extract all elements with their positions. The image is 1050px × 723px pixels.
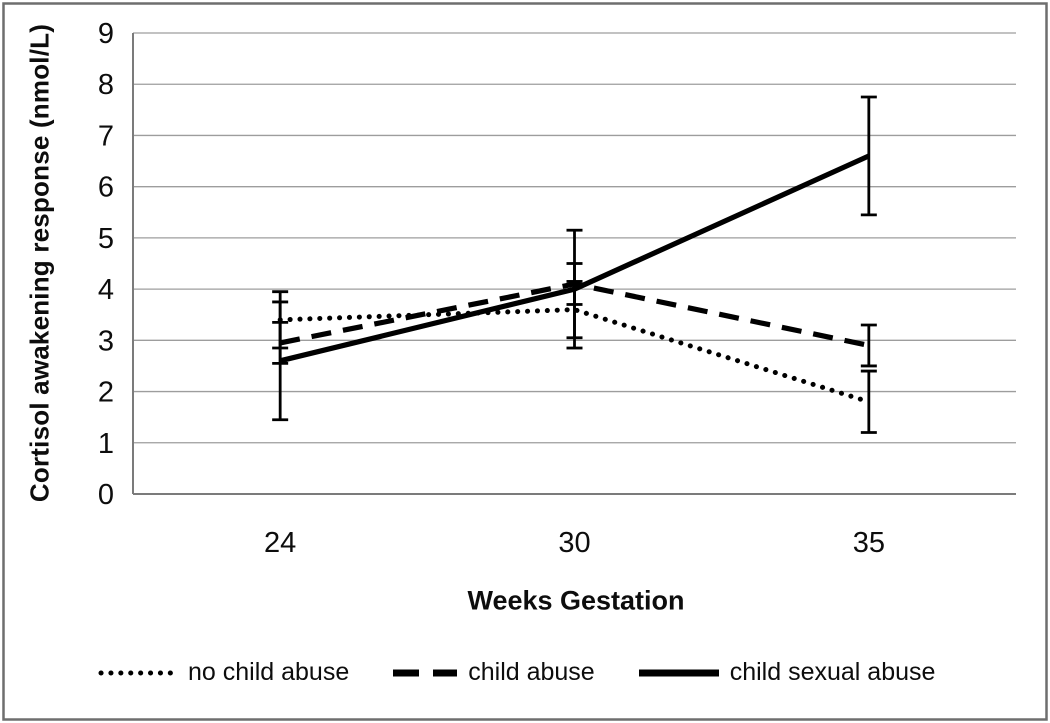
legend-label-no-child-abuse: no child abuse xyxy=(188,658,350,686)
series-line-child-abuse xyxy=(279,281,870,349)
x-tick-label: 35 xyxy=(853,527,885,559)
series-line-no-child-abuse xyxy=(277,307,872,405)
solid-line-icon xyxy=(638,669,719,676)
y-tick-label: 7 xyxy=(98,120,114,152)
y-tick-label: 9 xyxy=(98,18,114,50)
y-tick-label: 2 xyxy=(98,377,114,409)
y-tick-label: 1 xyxy=(98,428,114,460)
legend-item-child-sexual-abuse: child sexual abuse xyxy=(638,658,936,687)
legend-label-child-sexual-abuse: child sexual abuse xyxy=(729,658,936,686)
y-tick-label: 6 xyxy=(98,172,114,204)
y-tick-label: 4 xyxy=(98,274,114,306)
y-tick-label: 0 xyxy=(98,479,114,511)
series-line-child-sexual-abuse xyxy=(279,153,870,364)
dotted-line-icon xyxy=(98,670,176,675)
legend-label-child-abuse: child abuse xyxy=(468,658,595,686)
y-tick-label: 8 xyxy=(98,69,114,101)
dashed-line-icon xyxy=(393,669,458,676)
y-axis-title: Cortisol awakening response (nmol/L) xyxy=(24,23,55,503)
y-tick-label: 3 xyxy=(98,325,114,357)
legend: no child abuse child abuse child sexual … xyxy=(97,658,935,687)
x-tick-label: 30 xyxy=(558,527,590,559)
y-tick-label: 5 xyxy=(98,223,114,255)
x-axis-title: Weeks Gestation xyxy=(467,585,685,616)
x-tick-label: 24 xyxy=(264,527,296,559)
legend-item-no-child-abuse: no child abuse xyxy=(97,658,349,687)
legend-item-child-abuse: child abuse xyxy=(393,658,595,687)
